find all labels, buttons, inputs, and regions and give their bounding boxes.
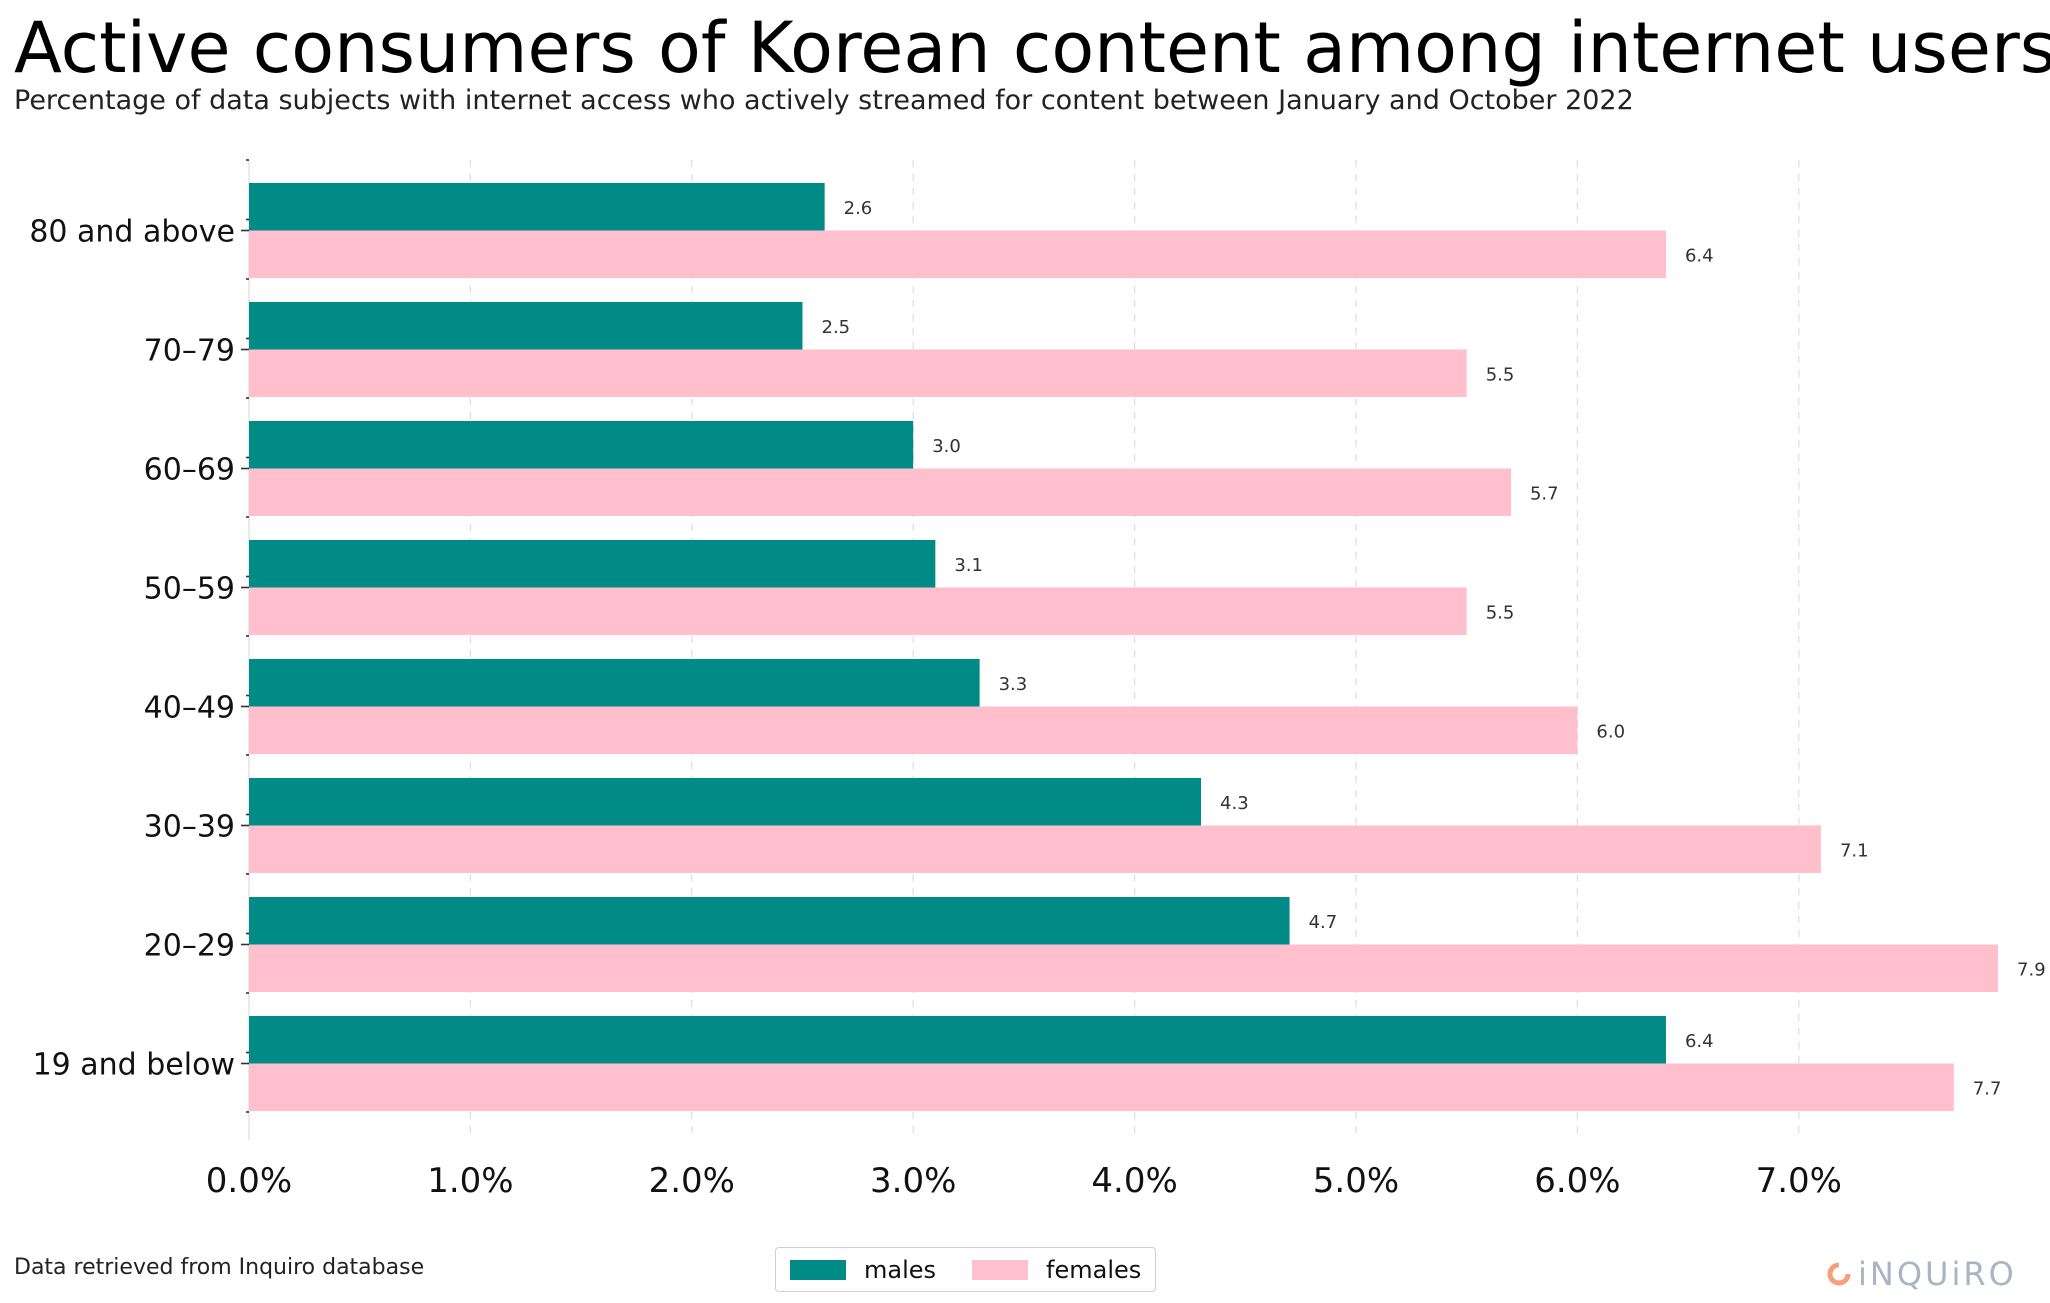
chart-subtitle: Percentage of data subjects with interne… [14, 85, 1634, 116]
bar-males [249, 1016, 1666, 1064]
x-tick-label: 1.0% [427, 1161, 513, 1201]
category-label: 50–59 [144, 572, 235, 607]
bar-males [249, 421, 914, 469]
category-label: 30–39 [144, 810, 235, 845]
legend-swatch-males [790, 1259, 846, 1280]
bar-females [249, 706, 1578, 754]
data-label-females: 7.1 [1840, 840, 1869, 861]
data-label-males: 3.1 [954, 555, 983, 576]
legend-label-males: males [864, 1255, 937, 1284]
bar-females [249, 468, 1511, 516]
data-label-males: 6.4 [1685, 1031, 1714, 1052]
bar-females [249, 825, 1821, 873]
bar-females [249, 944, 1999, 992]
category-label: 40–49 [144, 691, 235, 726]
brand-logo: iNQUiRO [1826, 1255, 2017, 1293]
data-label-males: 4.7 [1309, 912, 1338, 933]
logo-text: iNQUiRO [1858, 1255, 2017, 1293]
data-label-males: 2.5 [822, 317, 851, 338]
category-label: 70–79 [144, 334, 235, 369]
x-tick-label: 0.0% [206, 1161, 292, 1201]
data-label-females: 5.7 [1530, 483, 1559, 504]
category-label: 80 and above [29, 215, 235, 250]
bar-males [249, 897, 1290, 945]
data-label-females: 7.7 [1973, 1078, 2002, 1099]
bar-females [249, 349, 1467, 397]
bar-males [249, 778, 1202, 826]
legend-item-females: females [972, 1256, 1141, 1284]
bar-males [249, 540, 936, 588]
data-label-females: 5.5 [1486, 364, 1515, 385]
bar-females [249, 230, 1666, 278]
legend-swatch-females [972, 1259, 1029, 1280]
x-tick-label: 2.0% [649, 1161, 735, 1201]
category-label: 19 and below [33, 1048, 235, 1083]
data-label-females: 5.5 [1486, 602, 1515, 623]
legend: males females [775, 1247, 1157, 1292]
x-tick-label: 3.0% [870, 1161, 956, 1201]
bar-males [249, 183, 825, 231]
x-tick-label: 4.0% [1091, 1161, 1177, 1201]
data-label-males: 2.6 [844, 198, 873, 219]
logo-icon [1827, 1262, 1851, 1286]
data-label-females: 6.4 [1685, 245, 1714, 266]
legend-item-males: males [790, 1256, 936, 1284]
data-label-males: 3.3 [999, 674, 1028, 695]
category-label: 60–69 [144, 453, 235, 488]
bar-females [249, 587, 1467, 635]
data-label-males: 3.0 [932, 436, 961, 457]
source-note: Data retrieved from Inquiro database [14, 1255, 425, 1280]
data-label-females: 7.9 [2017, 959, 2046, 980]
category-label: 20–29 [144, 929, 235, 964]
bar-males [249, 302, 803, 350]
legend-label-females: females [1046, 1255, 1142, 1284]
data-label-females: 6.0 [1596, 721, 1625, 742]
data-label-males: 4.3 [1220, 793, 1249, 814]
chart-title: Active consumers of Korean content among… [14, 7, 2050, 89]
bar-females [249, 1063, 1954, 1111]
bar-chart: 2.6 6.4 80 and above 2.5 5.5 70–79 3.0 5.7 60–69… [29, 159, 2046, 1201]
x-tick-label: 7.0% [1756, 1161, 1842, 1201]
x-tick-label: 6.0% [1534, 1161, 1620, 1201]
x-tick-label: 5.0% [1313, 1161, 1399, 1201]
bar-males [249, 659, 980, 707]
